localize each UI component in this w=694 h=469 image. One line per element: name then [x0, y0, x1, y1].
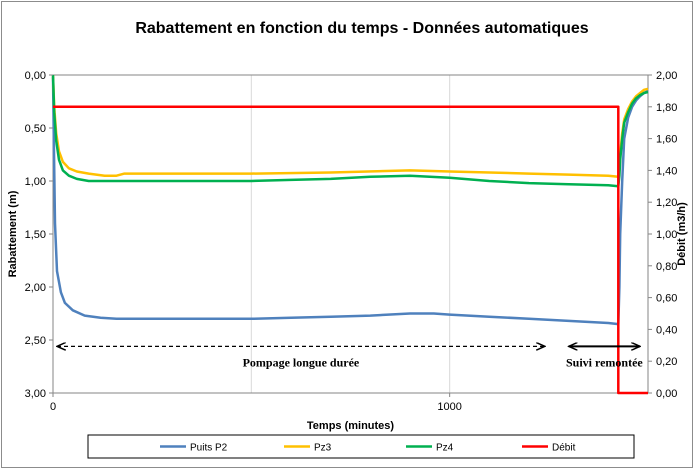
- plot-area: [52, 74, 649, 394]
- y-tick-label: 0,50: [25, 123, 46, 135]
- y-tick-label: 2,00: [25, 282, 46, 294]
- y2-tick-label: 1,00: [656, 229, 677, 241]
- x-tick-label: 1000: [437, 401, 461, 413]
- y2-axis-title: Débit (m3/h): [676, 202, 688, 266]
- y-axis-title: Rabattement (m): [7, 190, 19, 277]
- y-tick-label: 1,50: [25, 229, 46, 241]
- gridlines: [250, 75, 451, 393]
- y-tick-label: 3,00: [25, 388, 46, 400]
- legend-label: Pz3: [314, 443, 332, 454]
- y2-tick-label: 1,80: [656, 102, 677, 114]
- y2-tick-label: 0,60: [656, 293, 677, 305]
- y2-tick-label: 2,00: [656, 70, 677, 82]
- y-tick-label: 2,50: [25, 335, 46, 347]
- annotation-label: Pompage longue durée: [243, 355, 360, 369]
- y2-tick-label: 0,80: [656, 261, 677, 273]
- legend-label: Pz4: [436, 443, 454, 454]
- y2-tick-label: 0,20: [656, 356, 677, 368]
- axis-labels: 0,00 0,50 1,00 1,50 2,00 2,50 3,00 0,00 0,20 0,40…: [25, 70, 678, 413]
- y-tick-label: 0,00: [25, 70, 46, 82]
- series-line-puits-p2: [51, 77, 649, 326]
- annotation-label: Suivi remontée: [566, 355, 643, 369]
- legend-label: Puits P2: [190, 443, 228, 454]
- legend-label: Débit: [552, 443, 576, 454]
- y2-tick-label: 0,40: [656, 324, 677, 336]
- legend: Puits P2 Pz3 Pz4 Débit: [87, 434, 635, 459]
- series-line-d-bit: [53, 105, 648, 395]
- x-tick-label: 0: [50, 401, 56, 413]
- series-layer: [51, 74, 649, 395]
- series-line-pz3: [51, 74, 649, 179]
- series-line-pz4: [51, 74, 649, 188]
- y2-tick-label: 1,40: [656, 165, 677, 177]
- annotations: Pompage longue durée Suivi remontée: [57, 346, 643, 369]
- y2-tick-label: 1,60: [656, 134, 677, 146]
- x-axis-title: Temps (minutes): [307, 420, 395, 432]
- legend-box: [87, 434, 635, 459]
- y-tick-label: 1,00: [25, 176, 46, 188]
- y2-tick-label: 0,00: [656, 388, 677, 400]
- chart-title: Rabattement en fonction du temps - Donné…: [135, 20, 588, 37]
- y2-tick-label: 1,20: [656, 197, 677, 209]
